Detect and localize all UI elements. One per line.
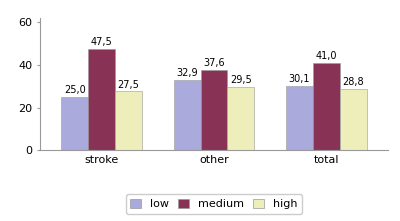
Text: 25,0: 25,0 xyxy=(64,85,86,95)
Text: 30,1: 30,1 xyxy=(288,74,310,84)
Legend: low, medium, high: low, medium, high xyxy=(126,194,302,214)
Text: 28,8: 28,8 xyxy=(342,77,364,87)
Bar xyxy=(228,87,254,150)
Bar xyxy=(174,80,200,150)
Bar xyxy=(88,49,115,150)
Bar xyxy=(313,63,340,150)
Bar xyxy=(340,89,367,150)
Text: 32,9: 32,9 xyxy=(176,68,198,78)
Text: 47,5: 47,5 xyxy=(91,37,113,47)
Text: 27,5: 27,5 xyxy=(118,80,140,90)
Text: 41,0: 41,0 xyxy=(316,51,337,61)
Bar xyxy=(200,70,228,150)
Bar xyxy=(115,91,142,150)
Bar xyxy=(61,97,88,150)
Text: 29,5: 29,5 xyxy=(230,76,252,86)
Text: 37,6: 37,6 xyxy=(203,58,225,68)
Bar xyxy=(286,86,313,150)
